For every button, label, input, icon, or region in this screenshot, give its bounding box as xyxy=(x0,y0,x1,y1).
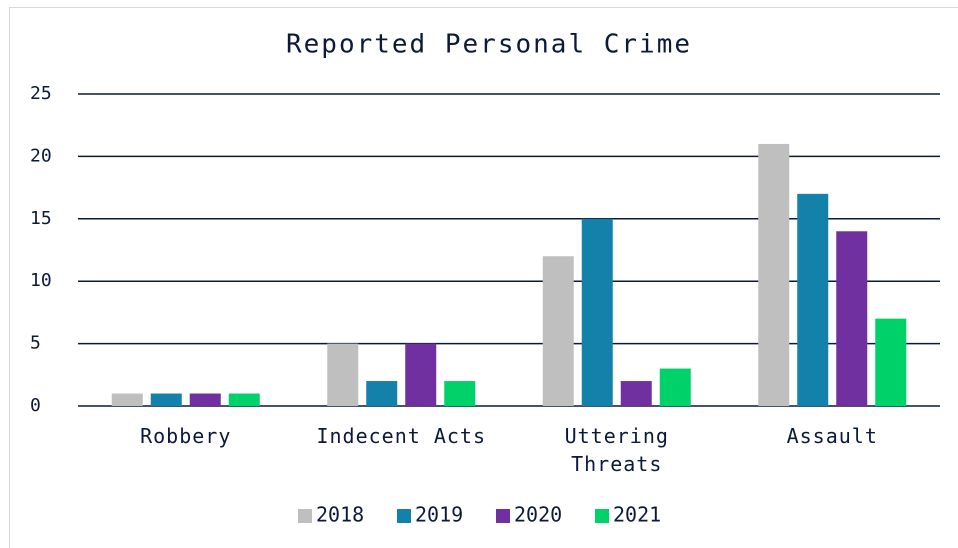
bar xyxy=(189,393,221,406)
legend-label: 2021 xyxy=(613,503,661,527)
bar xyxy=(444,381,476,406)
y-tick-label: 0 xyxy=(30,395,41,416)
y-tick-label: 20 xyxy=(30,145,52,166)
legend-label: 2018 xyxy=(316,503,364,527)
x-tick-label: Assault xyxy=(786,424,878,448)
bar xyxy=(875,318,907,406)
x-tick-label: Uttering Threats xyxy=(564,424,669,476)
x-tick-label: Indecent Acts xyxy=(316,424,487,448)
bar xyxy=(581,218,613,406)
bar xyxy=(405,343,437,406)
bar xyxy=(228,393,260,406)
y-tick-label: 5 xyxy=(30,333,41,354)
y-tick-label: 25 xyxy=(30,83,52,104)
bar xyxy=(327,343,359,406)
chart-border xyxy=(9,7,958,548)
legend-swatch xyxy=(298,509,312,523)
legend-swatch xyxy=(397,509,411,523)
bar xyxy=(797,193,829,406)
bar xyxy=(758,143,790,407)
bar xyxy=(659,368,691,406)
legend-swatch xyxy=(496,509,510,523)
bar xyxy=(620,381,652,406)
legend-label: 2020 xyxy=(514,503,562,527)
x-tick-label: Robbery xyxy=(140,424,232,448)
y-tick-label: 15 xyxy=(30,208,52,229)
bar xyxy=(542,256,574,406)
bar xyxy=(111,393,143,406)
chart-title: Reported Personal Crime xyxy=(286,30,692,60)
legend-swatch xyxy=(595,509,609,523)
bar xyxy=(366,381,398,406)
bar xyxy=(836,231,868,406)
bar xyxy=(150,393,182,406)
legend-label: 2019 xyxy=(415,503,463,527)
y-tick-label: 10 xyxy=(30,270,52,291)
